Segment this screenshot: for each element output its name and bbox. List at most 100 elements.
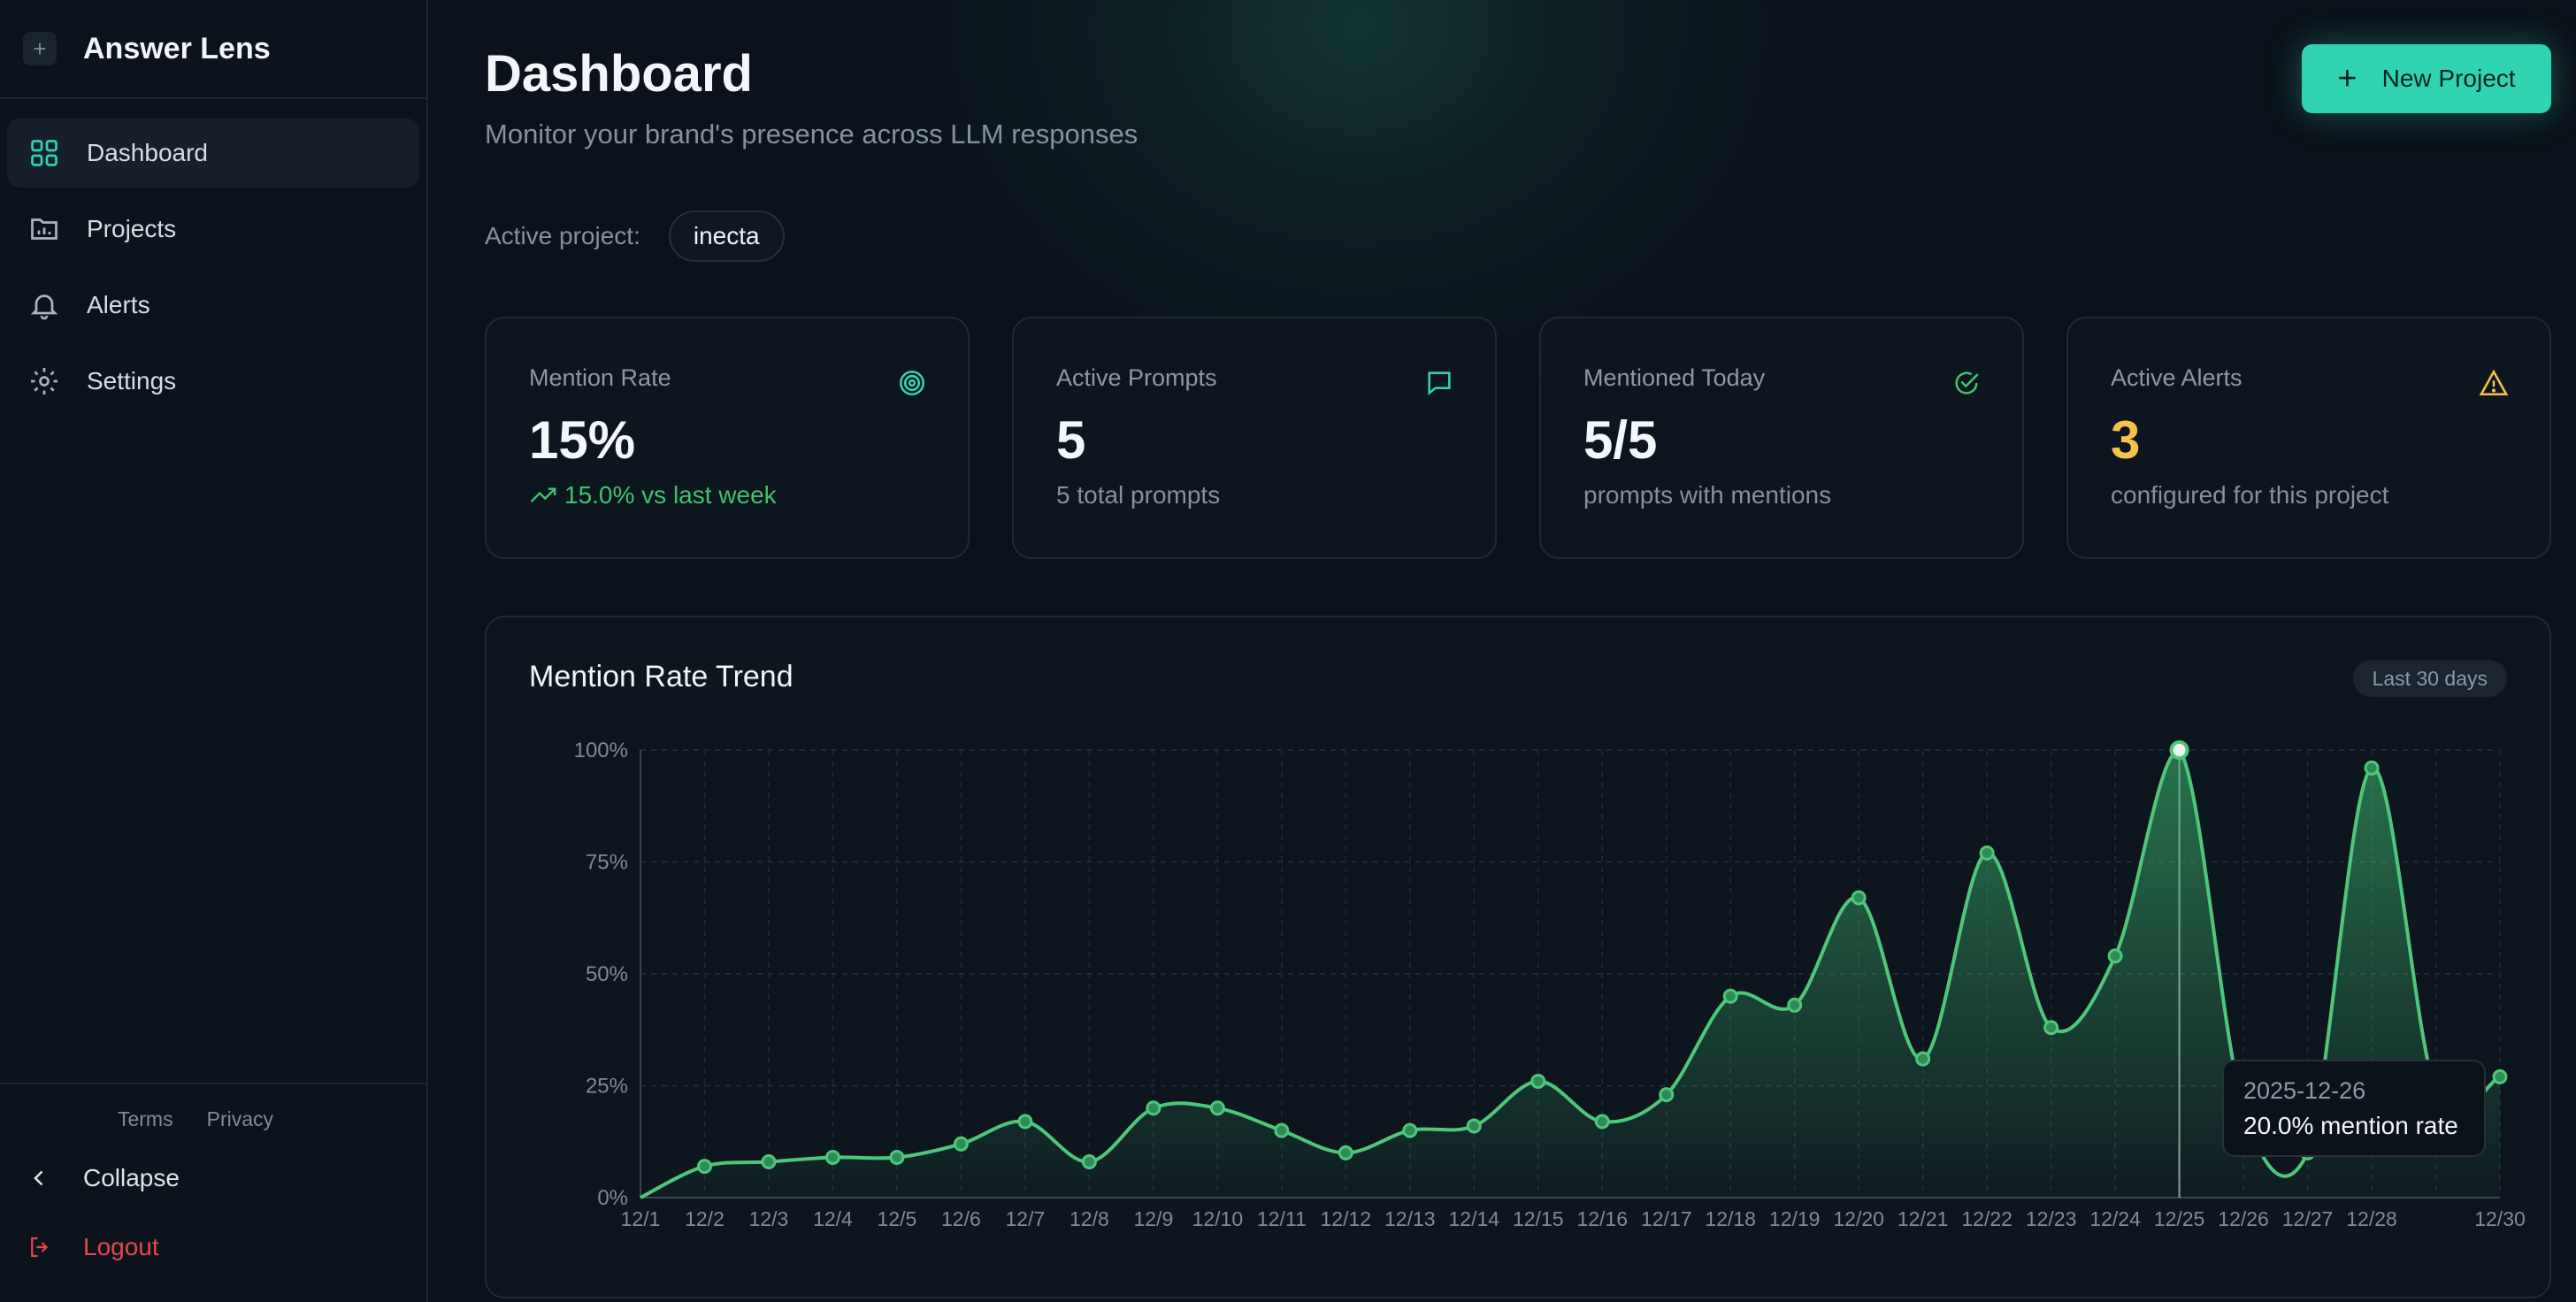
new-project-label: New Project xyxy=(2381,65,2516,92)
main-content: Dashboard Monitor your brand's presence … xyxy=(430,0,2576,1302)
y-tick-label: 25% xyxy=(586,1075,628,1099)
card-value: 3 xyxy=(2111,410,2141,470)
chevron-left-icon xyxy=(34,1170,43,1186)
target-icon xyxy=(899,370,925,396)
active-project-row: Active project: inecta xyxy=(485,211,785,262)
card-subtext: 15.0% vs last week xyxy=(529,481,968,509)
new-project-button[interactable]: + New Project xyxy=(2302,44,2551,113)
x-tick-label: 12/18 xyxy=(1705,1207,1756,1230)
card-value: 15% xyxy=(529,410,636,470)
card-title: Active Prompts xyxy=(1056,364,1217,391)
x-tick-label: 12/23 xyxy=(2026,1207,2077,1230)
card-title: Mentioned Today xyxy=(1583,364,1766,391)
stat-cards: Mention Rate 15% 15.0% vs last week Acti… xyxy=(485,317,2551,559)
sidebar-item-label: Projects xyxy=(87,215,177,242)
page-title: Dashboard xyxy=(485,45,753,103)
data-point xyxy=(1787,997,1803,1013)
sidebar-item-label: Settings xyxy=(87,367,177,394)
sidebar-item-projects[interactable]: Projects xyxy=(7,195,419,264)
legal-links: Terms Privacy xyxy=(0,1084,426,1131)
data-point xyxy=(1722,988,1738,1004)
sidebar-nav: Dashboard Projects Alerts Settings xyxy=(0,99,426,416)
data-point xyxy=(761,1154,777,1170)
data-point xyxy=(1017,1114,1033,1130)
sidebar-item-label: Dashboard xyxy=(87,139,208,166)
x-tick-label: 12/1 xyxy=(621,1207,661,1230)
trending-up-icon xyxy=(530,487,556,503)
stat-card-active-prompts: Active Prompts 5 5 total prompts xyxy=(1012,317,1497,559)
x-tick-label: 12/26 xyxy=(2218,1207,2269,1230)
x-tick-label: 12/14 xyxy=(1448,1207,1499,1230)
mention-rate-chart-card: Mention Rate Trend Last 30 days 0% 25% 50%… xyxy=(485,616,2551,1298)
data-point xyxy=(1081,1154,1097,1170)
data-point xyxy=(1146,1100,1162,1116)
logout-button[interactable]: Logout xyxy=(0,1213,426,1282)
chart-folder-icon xyxy=(31,218,58,240)
series-area xyxy=(640,750,2500,1198)
x-tick-label: 12/9 xyxy=(1133,1207,1173,1230)
page-subtitle: Monitor your brand's presence across LLM… xyxy=(485,119,1138,149)
data-point xyxy=(2107,948,2123,964)
card-subtext: prompts with mentions xyxy=(1583,481,1832,509)
y-tick-label: 50% xyxy=(586,962,628,986)
tooltip-value: 20.0% mention rate xyxy=(2243,1112,2458,1139)
card-subtext: 5 total prompts xyxy=(1056,481,1221,509)
x-tick-label: 12/12 xyxy=(1321,1207,1372,1230)
x-tick-label: 12/16 xyxy=(1576,1207,1628,1230)
x-tick-label: 12/20 xyxy=(1833,1207,1884,1230)
data-point xyxy=(2364,760,2380,776)
card-value: 5 xyxy=(1056,410,1086,470)
data-point xyxy=(1338,1145,1353,1160)
check-circle-icon xyxy=(1955,371,1979,394)
data-point xyxy=(824,1149,840,1165)
x-tick-label: 12/19 xyxy=(1769,1207,1821,1230)
sidebar-item-settings[interactable]: Settings xyxy=(7,347,419,416)
data-point xyxy=(2492,1068,2508,1084)
privacy-link[interactable]: Privacy xyxy=(206,1107,274,1130)
x-tick-label: 12/30 xyxy=(2474,1207,2526,1230)
x-tick-label: 12/21 xyxy=(1898,1207,1949,1230)
bell-icon xyxy=(30,295,58,320)
card-subtext: configured for this project xyxy=(2111,481,2389,509)
x-tick-label: 12/3 xyxy=(749,1207,789,1230)
card-title: Active Alerts xyxy=(2111,364,2242,391)
sidebar-item-alerts[interactable]: Alerts xyxy=(7,271,419,340)
data-point xyxy=(953,1136,969,1152)
brand-header: + Answer Lens xyxy=(0,0,426,99)
y-tick-label: 0% xyxy=(597,1186,628,1210)
stat-card-mention-rate: Mention Rate 15% 15.0% vs last week xyxy=(485,317,970,559)
data-point xyxy=(889,1149,905,1165)
logout-label: Logout xyxy=(83,1233,159,1260)
plus-icon[interactable]: + xyxy=(23,32,57,65)
x-tick-label: 12/8 xyxy=(1070,1207,1109,1230)
stat-card-mentioned-today: Mentioned Today 5/5 prompts with mention… xyxy=(1539,317,2024,559)
x-tick-label: 12/27 xyxy=(2282,1207,2334,1230)
y-tick-label: 100% xyxy=(574,739,628,762)
collapse-button[interactable]: Collapse xyxy=(0,1144,426,1213)
x-tick-label: 12/25 xyxy=(2154,1207,2205,1230)
sidebar-item-label: Alerts xyxy=(87,291,150,318)
card-subtext-label: 15.0% vs last week xyxy=(564,481,777,509)
x-tick-label: 12/6 xyxy=(941,1207,981,1230)
mention-rate-chart[interactable]: 0% 25% 50% 75% 100% 12/1 12/2 12/3 12/4 12/5 12/6 1… xyxy=(487,617,2551,1298)
data-point xyxy=(696,1159,712,1175)
data-point xyxy=(1594,1114,1610,1130)
x-tick-label: 12/13 xyxy=(1384,1207,1436,1230)
chart-title: Mention Rate Trend xyxy=(529,660,794,693)
sidebar-item-dashboard[interactable]: Dashboard xyxy=(7,119,419,188)
sidebar: + Answer Lens Dashboard Projects Alerts xyxy=(0,0,428,1302)
x-tick-label: 12/15 xyxy=(1513,1207,1564,1230)
x-tick-label: 12/24 xyxy=(2089,1207,2141,1230)
terms-link[interactable]: Terms xyxy=(117,1107,173,1130)
x-tick-label: 12/2 xyxy=(685,1207,724,1230)
y-tick-label: 75% xyxy=(586,851,628,875)
data-point xyxy=(1915,1051,1931,1067)
range-chip[interactable]: Last 30 days xyxy=(2352,660,2507,697)
x-tick-label: 12/11 xyxy=(1257,1207,1307,1230)
x-tick-label: 12/5 xyxy=(878,1207,917,1230)
x-tick-label: 12/10 xyxy=(1192,1207,1244,1230)
active-project-chip[interactable]: inecta xyxy=(668,211,785,262)
plus-icon: + xyxy=(2337,59,2358,97)
tooltip-date: 2025-12-26 xyxy=(2243,1077,2366,1104)
data-point xyxy=(1209,1100,1225,1116)
